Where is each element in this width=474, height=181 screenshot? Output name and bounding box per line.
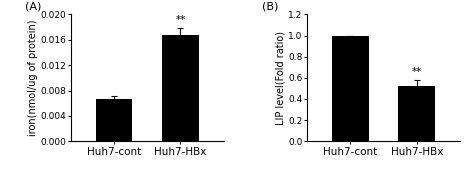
Text: **: ** (175, 15, 186, 25)
Bar (96, 99, 132, 141)
Text: **: ** (411, 67, 422, 77)
Bar (162, 35, 199, 141)
Y-axis label: LIP level(Fold ratio): LIP level(Fold ratio) (275, 31, 285, 125)
Y-axis label: iron(nmol/ug of protein): iron(nmol/ug of protein) (27, 20, 37, 136)
Bar (399, 86, 435, 141)
Text: (A): (A) (26, 2, 42, 12)
Bar (332, 36, 369, 141)
Text: (B): (B) (262, 2, 278, 12)
